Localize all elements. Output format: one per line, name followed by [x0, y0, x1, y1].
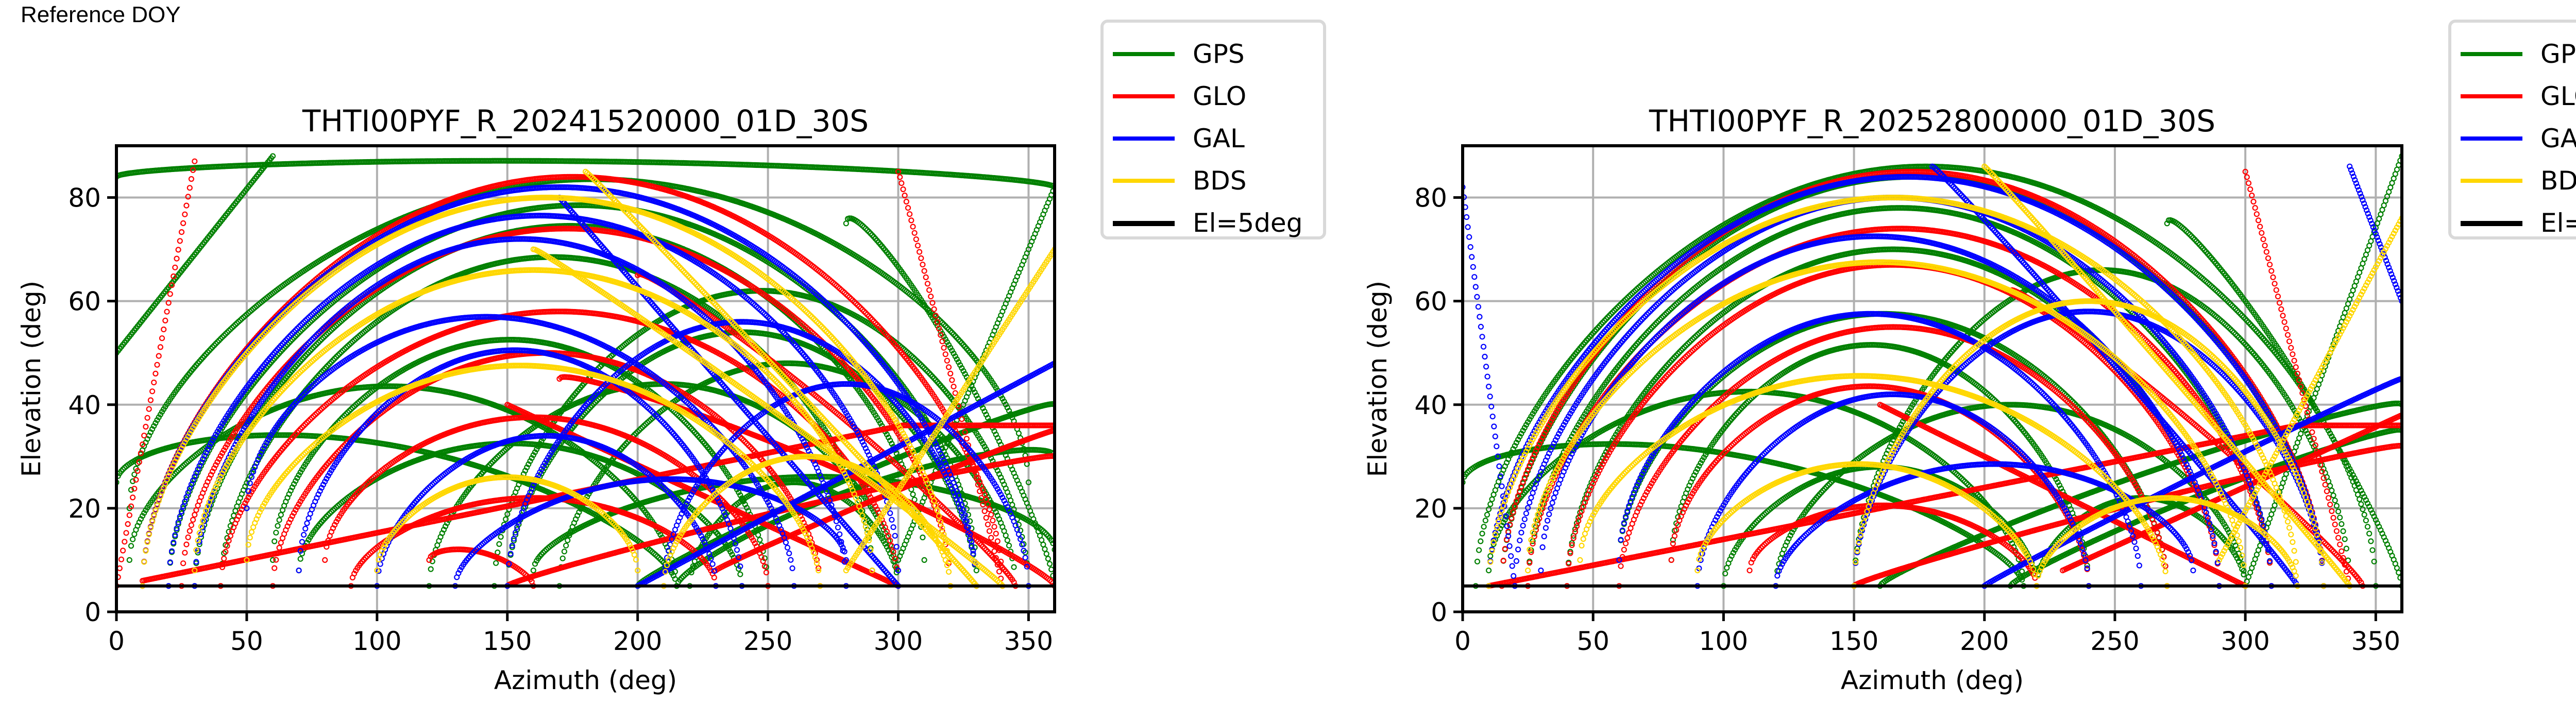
- track-point: [560, 555, 566, 561]
- track-point: [216, 337, 222, 344]
- track-point: [563, 542, 569, 548]
- track-point: [219, 334, 226, 340]
- track-point: [1009, 502, 1015, 508]
- track-point: [151, 423, 157, 429]
- track-point: [737, 571, 743, 577]
- track-point: [920, 534, 926, 541]
- track-point: [276, 517, 282, 523]
- track-point: [130, 478, 136, 485]
- track-point: [495, 549, 501, 556]
- track-point: [149, 426, 156, 432]
- track-point: [128, 543, 134, 549]
- track-point: [269, 153, 276, 159]
- track-point: [232, 321, 239, 328]
- track-point: [493, 560, 499, 566]
- track-point: [973, 567, 979, 574]
- track-point: [428, 566, 434, 572]
- figure-suptitle: Reference DOY: [21, 2, 181, 28]
- satellite-track: [116, 153, 276, 356]
- chart-title: THTI00PYF_R_20241520000_01D_30S: [302, 104, 869, 139]
- track-point: [237, 317, 243, 323]
- track-point: [152, 420, 159, 426]
- track-point: [297, 556, 303, 562]
- track-point: [217, 336, 224, 342]
- track-point: [214, 339, 221, 345]
- skyplot-panel-2024: THTI00PYF_R_20241520000_01D_30S 0 50 100 150…: [16, 20, 1326, 695]
- track-point: [131, 471, 138, 477]
- track-point: [275, 523, 281, 529]
- track-point: [128, 487, 134, 493]
- track-point: [231, 512, 237, 519]
- track-point: [213, 340, 219, 347]
- track-point: [496, 541, 502, 547]
- track-point: [154, 417, 160, 423]
- track-point: [130, 536, 136, 542]
- track-point: [757, 537, 763, 543]
- data-layer: [116, 153, 1055, 589]
- track-point: [229, 324, 235, 331]
- track-point: [272, 538, 278, 544]
- track-point: [273, 529, 279, 536]
- track-point: [126, 557, 132, 563]
- track-point: [1015, 430, 1022, 437]
- track-point: [224, 329, 230, 336]
- track-point: [561, 548, 568, 555]
- track-point: [910, 491, 916, 498]
- track-point: [278, 511, 284, 518]
- track-point: [221, 332, 227, 339]
- track-point: [921, 557, 927, 563]
- satellite-track: [116, 158, 1055, 190]
- track-point: [498, 534, 504, 540]
